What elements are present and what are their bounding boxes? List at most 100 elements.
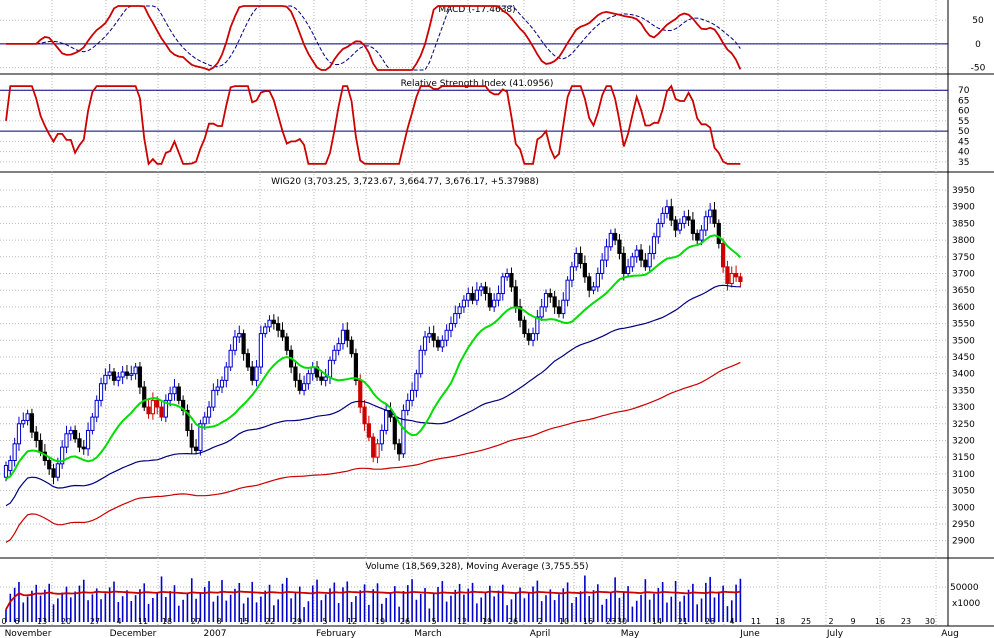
candle-body bbox=[319, 376, 324, 381]
candle-body bbox=[453, 313, 458, 325]
candle-body bbox=[574, 252, 579, 268]
x-day-label: 27 bbox=[191, 617, 201, 626]
candle-body bbox=[660, 212, 665, 224]
x-day-label: 12 bbox=[457, 617, 467, 626]
candle-body bbox=[107, 371, 112, 376]
price-tick-label: 3350 bbox=[952, 386, 975, 396]
x-month-label: Aug bbox=[941, 629, 959, 638]
price-tick-label: 3850 bbox=[952, 219, 975, 229]
candle-body bbox=[479, 286, 484, 291]
candle-body bbox=[12, 443, 17, 461]
candle-body bbox=[129, 373, 134, 376]
x-month-label: March bbox=[414, 629, 441, 638]
candle-body bbox=[483, 286, 488, 295]
candle-body bbox=[431, 333, 436, 341]
candle-body bbox=[470, 293, 475, 301]
x-day-label: 21 bbox=[678, 617, 688, 626]
candle-body bbox=[608, 232, 613, 248]
candle-body bbox=[427, 333, 432, 338]
candle-body bbox=[613, 232, 618, 241]
candle-body bbox=[38, 439, 43, 453]
candle-body bbox=[448, 323, 454, 331]
x-day-label: 5 bbox=[322, 617, 327, 626]
candle-body bbox=[405, 399, 410, 411]
x-day-label: 5 bbox=[431, 617, 436, 626]
candle-body bbox=[116, 376, 121, 381]
candle-body bbox=[643, 259, 648, 268]
candle-body bbox=[401, 409, 406, 455]
candle-body bbox=[686, 216, 691, 221]
candle-body bbox=[73, 429, 78, 440]
candle-body bbox=[198, 423, 203, 451]
price-tick-label: 2900 bbox=[952, 537, 975, 547]
candle-body bbox=[418, 349, 423, 375]
x-day-label: 2 bbox=[537, 617, 542, 626]
price-tick-label: 3650 bbox=[952, 286, 975, 296]
candle-body bbox=[276, 323, 281, 331]
candle-body bbox=[137, 366, 143, 388]
candle-body bbox=[85, 429, 91, 450]
x-month-label: June bbox=[739, 629, 760, 638]
price-tick-label: 3950 bbox=[952, 186, 975, 196]
x-day-label: 11 bbox=[751, 617, 761, 626]
candle-body bbox=[98, 383, 104, 401]
price-tick-label: 3800 bbox=[952, 236, 975, 246]
candle-body bbox=[569, 266, 575, 281]
rsi-title: Relative Strength Index (41.0956) bbox=[401, 79, 554, 89]
x-day-label: 0 bbox=[1, 617, 6, 626]
volume-title: Volume (18,569,328), Moving Average (3,7… bbox=[366, 562, 589, 572]
chart-marks: 500-507065605550454035395039003850380037… bbox=[1, 5, 986, 638]
price-tick-label: 3300 bbox=[952, 403, 975, 413]
candle-body bbox=[716, 222, 721, 244]
price-tick-label: 3150 bbox=[952, 453, 975, 463]
candle-body bbox=[535, 316, 540, 335]
candle-body bbox=[656, 222, 661, 238]
macd-tick-label: 0 bbox=[975, 40, 981, 50]
price-tick-label: 3200 bbox=[952, 436, 975, 446]
volume-panel: Volume (18,569,328), Moving Average (3,7… bbox=[366, 562, 981, 609]
candle-body bbox=[526, 333, 531, 341]
x-month-label: July bbox=[826, 629, 844, 638]
candle-body bbox=[133, 366, 138, 375]
candle-body bbox=[241, 333, 246, 355]
candle-body bbox=[466, 293, 471, 301]
x-day-label: 16 bbox=[583, 617, 593, 626]
candle-body bbox=[548, 293, 553, 298]
candle-body bbox=[60, 446, 65, 465]
candle-body bbox=[340, 329, 346, 345]
candle-body bbox=[254, 366, 259, 381]
candle-body bbox=[604, 246, 609, 261]
x-month-label: November bbox=[5, 629, 52, 638]
candle-body bbox=[159, 406, 164, 418]
x-month-label: December bbox=[110, 629, 157, 638]
macd-tick-label: -50 bbox=[971, 64, 986, 74]
candle-body bbox=[625, 266, 631, 275]
candle-body bbox=[682, 216, 687, 224]
candle-body bbox=[267, 319, 272, 328]
candle-body bbox=[271, 319, 276, 325]
x-month-label: May bbox=[621, 629, 640, 638]
candle-body bbox=[206, 406, 212, 418]
candle-body bbox=[306, 373, 311, 385]
long-moving-average-line bbox=[5, 361, 741, 543]
x-day-label: 27 bbox=[90, 617, 100, 626]
macd-title: MACD (-17.4638) bbox=[438, 5, 515, 15]
candle-body bbox=[517, 306, 523, 321]
candle-body bbox=[8, 460, 13, 472]
candle-body bbox=[358, 379, 363, 408]
x-day-label: 26 bbox=[400, 617, 410, 626]
candle-body bbox=[651, 236, 657, 254]
candle-body bbox=[461, 299, 467, 308]
candle-body bbox=[690, 219, 695, 234]
x-day-label: 23 bbox=[606, 617, 616, 626]
rsi-tick-label: 50 bbox=[958, 127, 970, 137]
candle-body bbox=[530, 333, 536, 341]
candle-body bbox=[332, 349, 337, 361]
candle-body bbox=[237, 333, 242, 338]
candle-body bbox=[211, 389, 216, 408]
candle-body bbox=[375, 443, 380, 458]
price-tick-label: 3550 bbox=[952, 320, 975, 330]
price-tick-label: 3050 bbox=[952, 487, 975, 497]
